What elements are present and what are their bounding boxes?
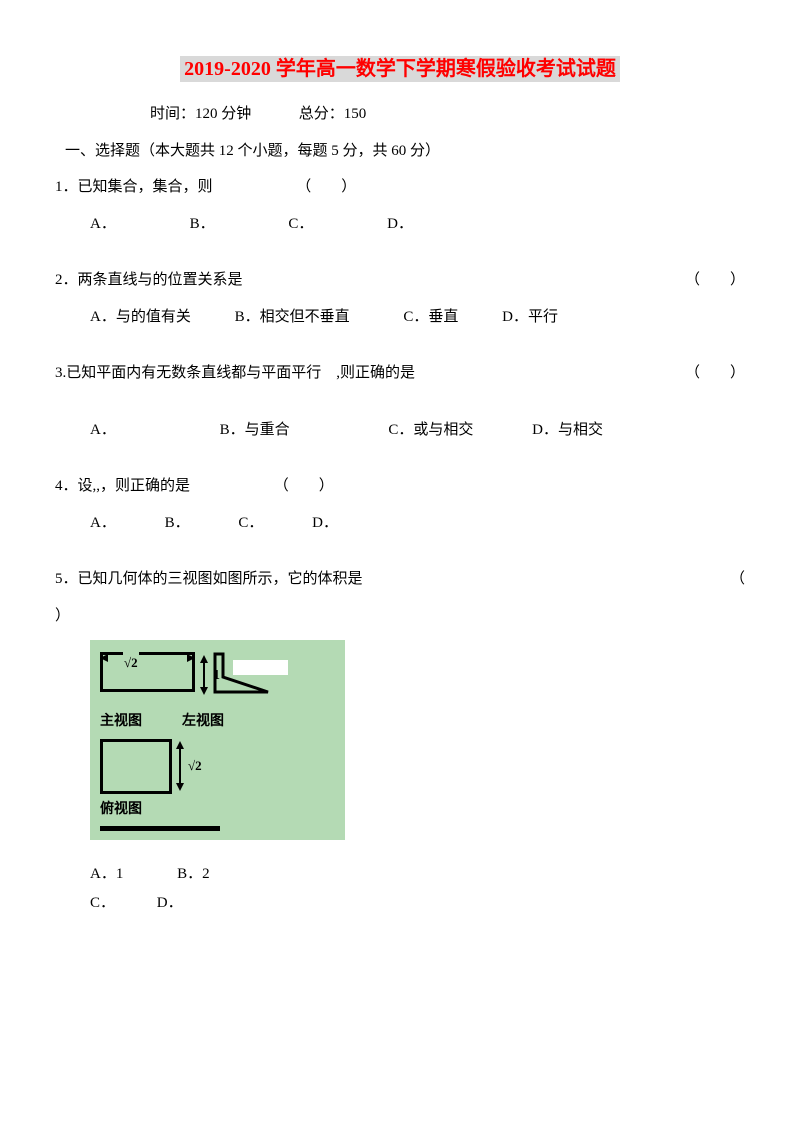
q5-stem: 5．已知几何体的三视图如图所示，它的体积是 （ xyxy=(55,565,745,594)
q3-opt-c: C．或与相交 xyxy=(388,416,473,445)
exam-meta: 时间：120 分钟 总分：150 xyxy=(55,100,745,129)
q1-opt-c: C． xyxy=(288,210,313,239)
q2-stem: 2．两条直线与的位置关系是 （ ） xyxy=(55,266,745,295)
q3-opt-d: D．与相交 xyxy=(532,416,603,445)
q1-opt-b: B． xyxy=(190,210,215,239)
exam-title: 2019-2020 学年高一数学下学期寒假验收考试试题 xyxy=(55,50,745,88)
q3-text: 3.已知平面内有无数条直线都与平面平行 ,则正确的是 xyxy=(55,365,415,381)
sqrt2-side-label: √2 xyxy=(188,758,202,773)
white-patch xyxy=(233,660,288,675)
section-heading: 一、选择题（本大题共 12 个小题，每题 5 分，共 60 分） xyxy=(55,137,745,166)
q3-paren: （ ） xyxy=(685,359,745,388)
question-3: 3.已知平面内有无数条直线都与平面平行 ,则正确的是 （ ） A． B．与重合 … xyxy=(55,359,745,444)
q3-stem: 3.已知平面内有无数条直线都与平面平行 ,则正确的是 （ ） xyxy=(55,359,745,388)
q3-opt-a: A． xyxy=(90,416,116,445)
question-5: 5．已知几何体的三视图如图所示，它的体积是 （ ） √2 1 主视图 左视图 xyxy=(55,565,745,917)
q4-stem: 4．设,,，则正确的是 （ ） xyxy=(55,472,745,501)
black-bar xyxy=(100,826,220,831)
question-4: 4．设,,，则正确的是 （ ） A． B． C． D． xyxy=(55,472,745,537)
sqrt2-side: √2 xyxy=(176,739,202,794)
q4-paren: （ ） xyxy=(274,472,334,501)
top-shapes-row: √2 1 xyxy=(100,652,335,697)
q2-text: 2．两条直线与的位置关系是 xyxy=(55,272,243,288)
q4-opt-b: B． xyxy=(165,509,190,538)
left-view-wedge xyxy=(213,652,273,697)
q5-paren-close: ） xyxy=(55,602,745,631)
main-view-rect: √2 1 xyxy=(100,652,195,692)
question-2: 2．两条直线与的位置关系是 （ ） A．与的值有关 B．相交但不垂直 C．垂直 … xyxy=(55,266,745,331)
q1-opt-a: A． xyxy=(90,210,116,239)
q2-options: A．与的值有关 B．相交但不垂直 C．垂直 D．平行 xyxy=(55,303,745,332)
q5-options-row1: A．1 B．2 xyxy=(55,860,745,889)
question-1: 1．已知集合，集合，则 （ ） A． B． C． D． xyxy=(55,173,745,238)
q3-opt-b: B．与重合 xyxy=(220,416,290,445)
three-view-diagram: √2 1 主视图 左视图 √2 俯视图 xyxy=(90,640,345,840)
q4-options: A． B． C． D． xyxy=(55,509,745,538)
q5-paren-open: （ xyxy=(730,565,745,594)
q2-opt-d: D．平行 xyxy=(502,303,558,332)
sqrt2-top-label: √2 xyxy=(123,651,139,676)
top-view-rect xyxy=(100,739,172,794)
view-labels: 主视图 左视图 xyxy=(100,709,335,736)
q4-opt-d: D． xyxy=(312,509,338,538)
main-view-label: 主视图 xyxy=(100,709,142,736)
q5-options-row2: C． D． xyxy=(55,889,745,918)
q2-opt-b: B．相交但不垂直 xyxy=(235,303,350,332)
title-text: 2019-2020 学年高一数学下学期寒假验收考试试题 xyxy=(180,56,620,82)
q5-opt-d: D． xyxy=(157,889,183,918)
q5-text: 5．已知几何体的三视图如图所示，它的体积是 xyxy=(55,571,363,587)
q1-opt-d: D． xyxy=(387,210,413,239)
q2-paren: （ ） xyxy=(685,266,745,295)
q5-opt-c: C． xyxy=(90,889,115,918)
q1-stem: 1．已知集合，集合，则 （ ） xyxy=(55,173,745,202)
q2-opt-c: C．垂直 xyxy=(403,303,458,332)
left-view-label: 左视图 xyxy=(182,709,224,736)
q2-opt-a: A．与的值有关 xyxy=(90,303,191,332)
height-arrow: 1 xyxy=(198,655,210,689)
q3-options: A． B．与重合 C．或与相交 D．与相交 xyxy=(55,416,745,445)
total-info: 总分：150 xyxy=(299,106,367,122)
time-info: 时间：120 分钟 xyxy=(150,106,251,122)
q1-text: 1．已知集合，集合，则 xyxy=(55,179,213,195)
top-view-label: 俯视图 xyxy=(100,797,335,824)
q4-opt-c: C． xyxy=(238,509,263,538)
q1-paren: （ ） xyxy=(296,173,356,202)
bottom-shapes: √2 xyxy=(100,739,335,794)
q5-opt-b: B．2 xyxy=(177,860,210,889)
q1-options: A． B． C． D． xyxy=(55,210,745,239)
q5-opt-a: A．1 xyxy=(90,860,123,889)
q4-opt-a: A． xyxy=(90,509,116,538)
q4-text: 4．设,,，则正确的是 xyxy=(55,478,190,494)
